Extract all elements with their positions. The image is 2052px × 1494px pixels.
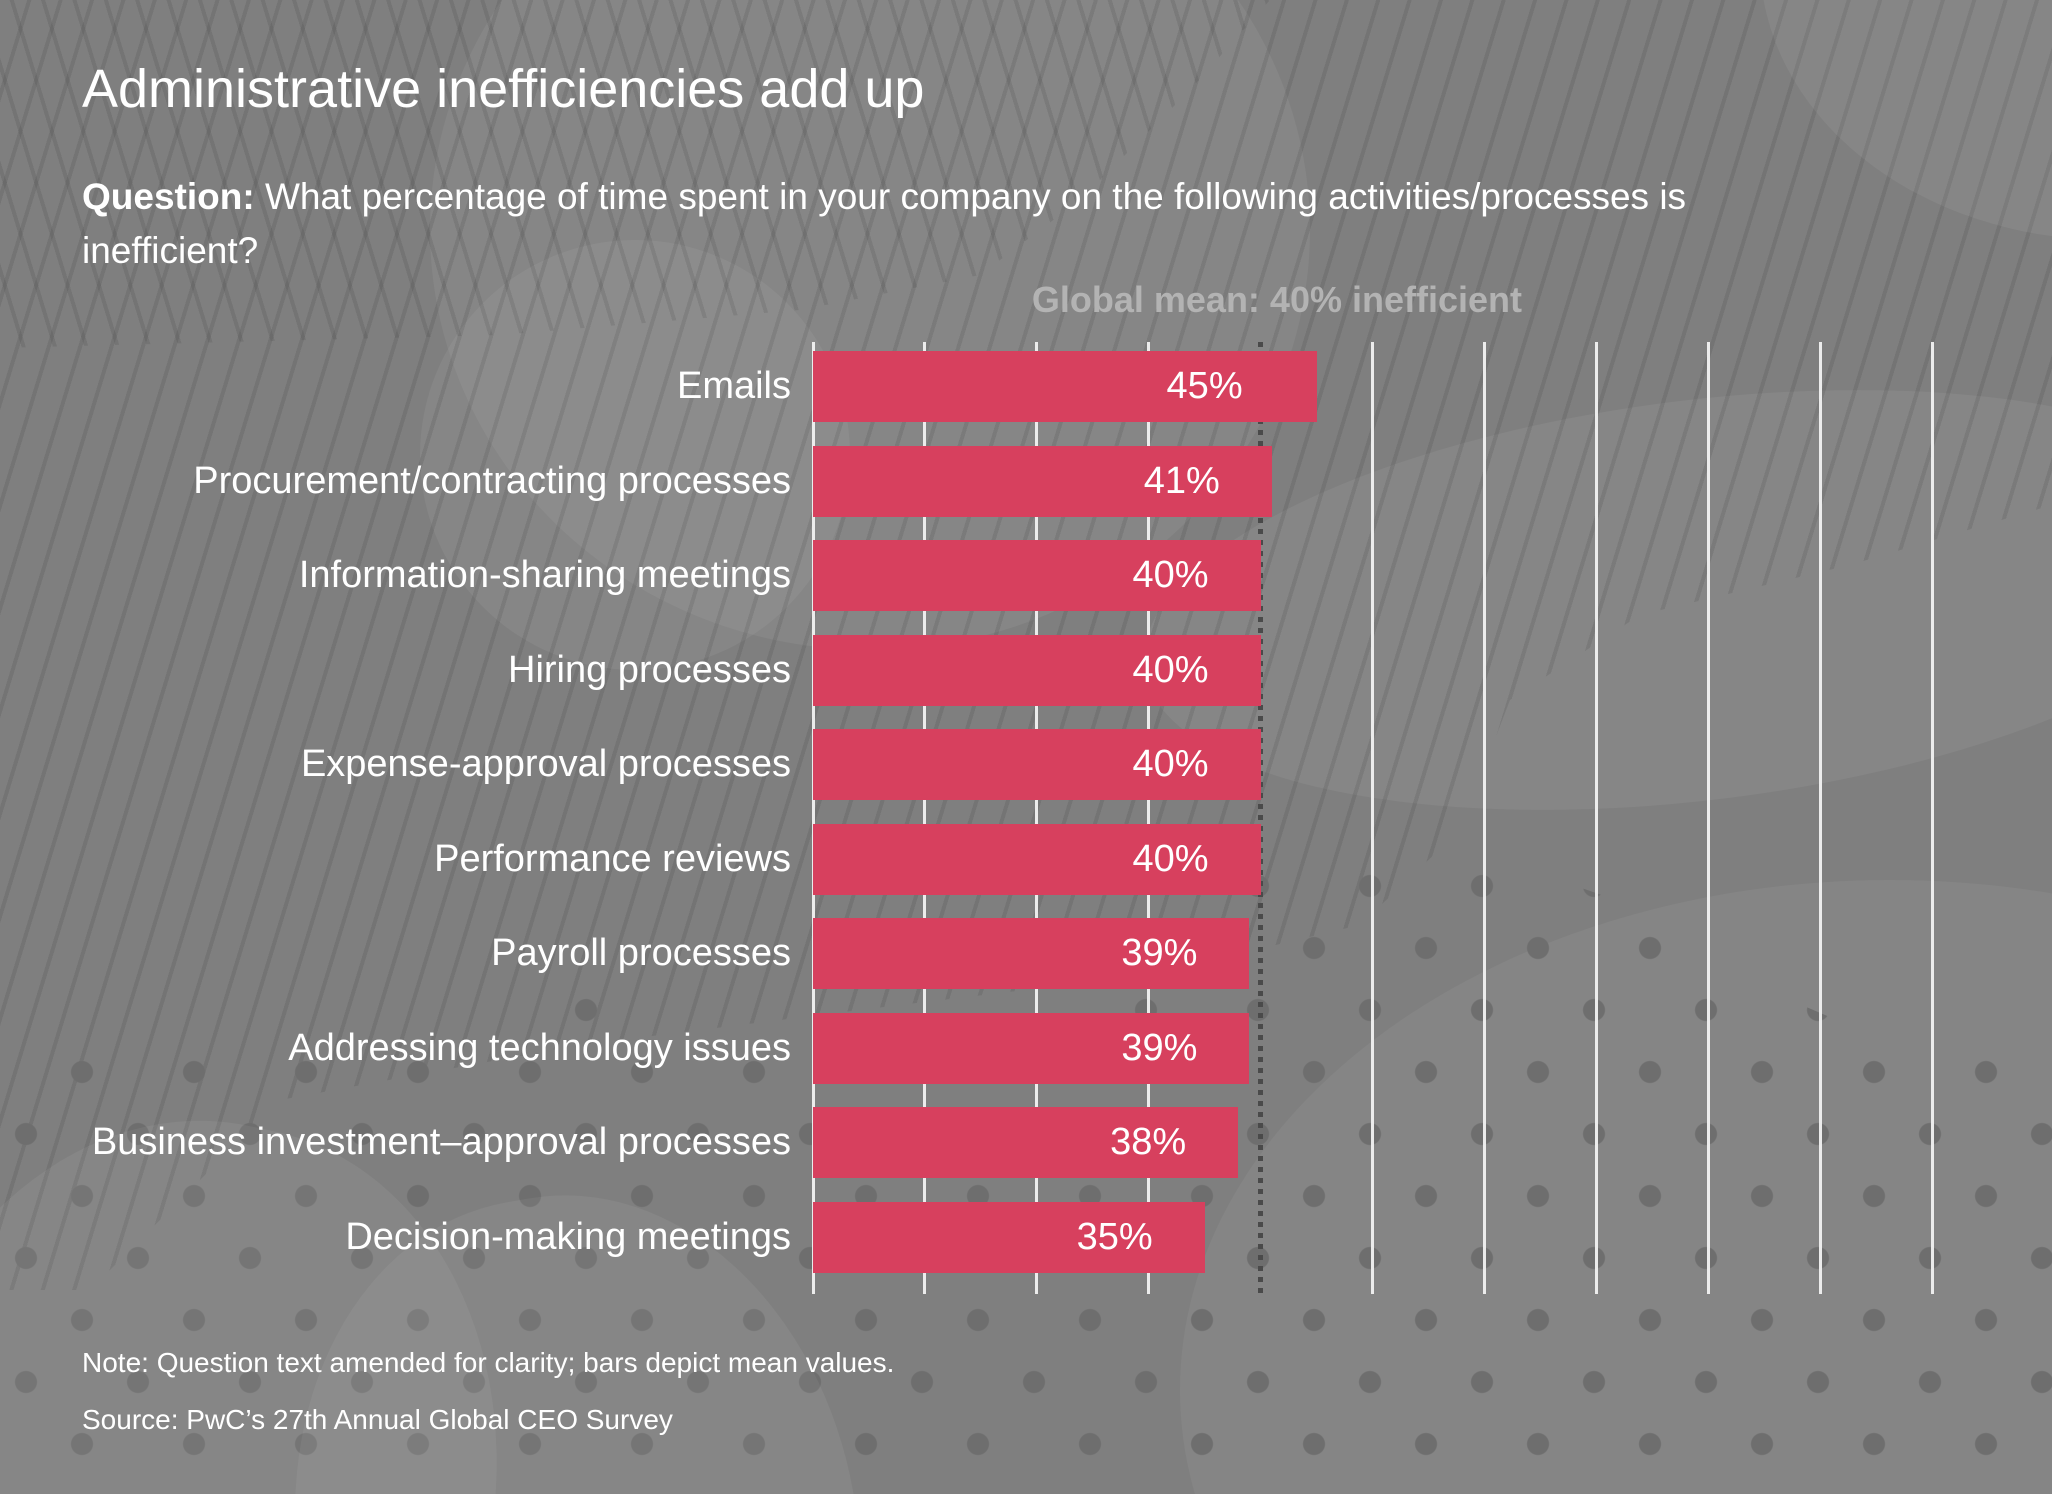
question-text: Question: What percentage of time spent … xyxy=(82,170,1742,278)
bar-row: Payroll processes 39% xyxy=(491,918,1932,989)
source-text: Source: PwC’s 27th Annual Global CEO Sur… xyxy=(82,1404,673,1435)
bar-value: 35% xyxy=(1076,1215,1153,1258)
background-blob-shape xyxy=(1760,0,2052,240)
chart-area: Emails 45% Procurement/contracting process… xyxy=(92,342,1934,1294)
bar-label: Information-sharing meetings xyxy=(298,554,791,596)
bar: 39% xyxy=(813,1012,1250,1084)
gridline xyxy=(1706,342,1710,1294)
bar-label: Hiring processes xyxy=(508,648,791,691)
question-body: What percentage of time spent in your co… xyxy=(82,176,1687,271)
bar-value: 40% xyxy=(1132,648,1209,691)
bar-row: Information-sharing meetings 40% xyxy=(299,540,1932,611)
bar-value: 38% xyxy=(1110,1121,1187,1163)
gridline xyxy=(1594,342,1598,1294)
bar: 40% xyxy=(813,823,1261,895)
bar-row: Decision-making meetings 35% xyxy=(345,1201,1932,1273)
bar-row: Procurement/contracting processes 41% xyxy=(193,445,1932,517)
note-text: Note: Question text amended for clarity;… xyxy=(82,1347,895,1378)
bar-row: Emails 45% xyxy=(677,351,1932,422)
bar: 45% xyxy=(813,351,1317,422)
bar-label: Addressing technology issues xyxy=(288,1026,791,1069)
bar-label: Payroll processes xyxy=(491,932,791,974)
bar-value: 39% xyxy=(1121,932,1198,974)
bar-label: Decision-making meetings xyxy=(345,1215,791,1258)
bar-value: 45% xyxy=(1166,365,1243,407)
gridline xyxy=(1482,342,1486,1294)
bar-value: 41% xyxy=(1143,459,1220,502)
bar: 38% xyxy=(813,1107,1239,1178)
bar-value: 40% xyxy=(1132,837,1209,880)
page-title: Administrative inefficiencies add up xyxy=(82,59,925,119)
bar: 40% xyxy=(813,729,1261,800)
bar-row: Business investment–approval processes 38… xyxy=(92,1107,1932,1178)
bar-label: Performance reviews xyxy=(434,837,791,880)
bar-label: Emails xyxy=(676,365,791,407)
bar-row: Addressing technology issues 39% xyxy=(288,1012,1932,1084)
bar: 39% xyxy=(813,918,1250,989)
global-mean-label: Global mean: 40% inefficient xyxy=(1031,279,1522,320)
gridline xyxy=(811,342,815,1294)
gridline xyxy=(1035,342,1039,1294)
bar-value: 40% xyxy=(1132,743,1209,785)
bar-label: Expense-approval processes xyxy=(300,743,791,785)
bar: 41% xyxy=(813,445,1272,517)
bar-value: 39% xyxy=(1121,1026,1198,1069)
bar: 40% xyxy=(813,634,1261,706)
bar-label: Business investment–approval processes xyxy=(91,1121,791,1163)
bar: 40% xyxy=(813,540,1261,611)
gridline xyxy=(1930,342,1934,1294)
gridline xyxy=(1147,342,1151,1294)
gridline xyxy=(923,342,927,1294)
gridline xyxy=(1818,342,1822,1294)
bar-row: Performance reviews 40% xyxy=(434,823,1932,895)
bar-row: Expense-approval processes 40% xyxy=(301,729,1932,800)
bar-label: Procurement/contracting processes xyxy=(193,459,791,502)
global-mean-line xyxy=(1258,342,1264,1294)
bar-value: 40% xyxy=(1132,554,1209,596)
bar: 35% xyxy=(813,1201,1205,1273)
question-label: Question: xyxy=(82,176,255,217)
bar-row: Hiring processes 40% xyxy=(508,634,1932,706)
gridline xyxy=(1371,342,1374,1294)
